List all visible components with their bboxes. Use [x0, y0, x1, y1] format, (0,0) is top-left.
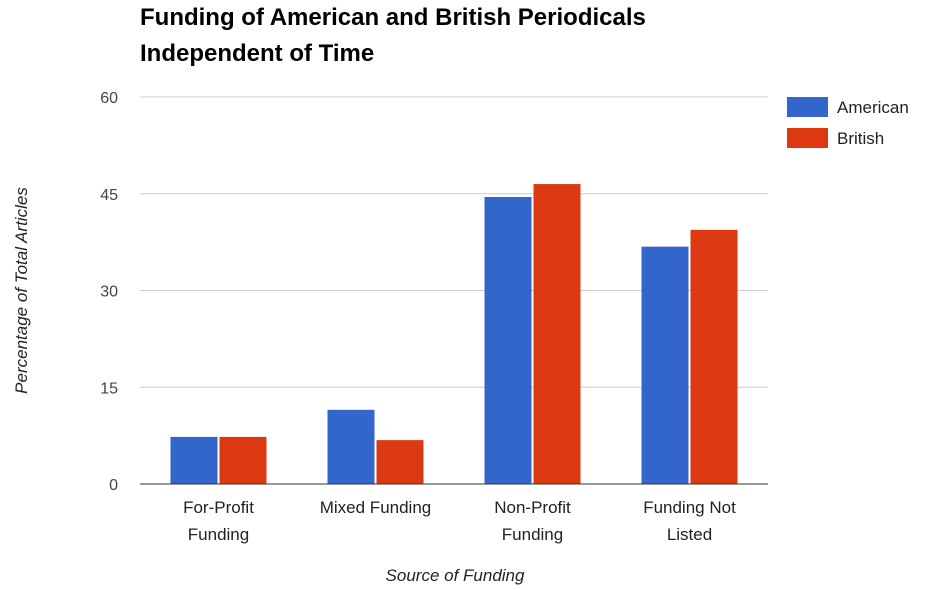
bar-american-2	[327, 409, 375, 484]
legend-swatch-american	[787, 97, 828, 117]
y-tick-label: 0	[109, 477, 118, 494]
chart-title-line-1: Funding of American and British Periodic…	[140, 4, 646, 31]
y-tick-label: 30	[100, 284, 118, 301]
bar-british-2	[376, 440, 424, 484]
legend-label-british: British	[837, 129, 884, 148]
x-category-label: Funding Not Listed	[643, 498, 736, 544]
x-category-label-line: Listed	[667, 525, 712, 544]
x-axis-label: Source of Funding	[386, 566, 525, 585]
bar-british-1	[219, 436, 267, 484]
x-category-label-line: Funding	[188, 525, 249, 544]
legend-swatch-british	[787, 128, 828, 148]
legend-label-american: American	[837, 98, 909, 117]
bar-american-4	[641, 246, 689, 484]
bar-american-3	[484, 196, 532, 484]
x-category-label-line: Mixed Funding	[320, 498, 432, 517]
bar-british-4	[690, 229, 738, 484]
x-category-label-line: Non-Profit	[494, 498, 571, 517]
x-category-label: Non-Profit Funding	[494, 498, 571, 544]
x-category-label: For-Profit Funding	[183, 498, 254, 544]
y-tick-label: 45	[100, 187, 118, 204]
bar-british-3	[533, 184, 581, 484]
chart-title-line-2: Independent of Time	[140, 40, 375, 67]
bar-american-1	[170, 436, 218, 484]
y-tick-label: 15	[100, 380, 118, 397]
x-category-label-line: Funding	[502, 525, 563, 544]
x-category-label: Mixed Funding	[320, 498, 432, 517]
x-category-label-line: Funding Not	[643, 498, 736, 517]
y-tick-label: 60	[100, 90, 118, 107]
y-axis-label: Percentage of Total Articles	[12, 187, 31, 394]
x-category-label-line: For-Profit	[183, 498, 254, 517]
